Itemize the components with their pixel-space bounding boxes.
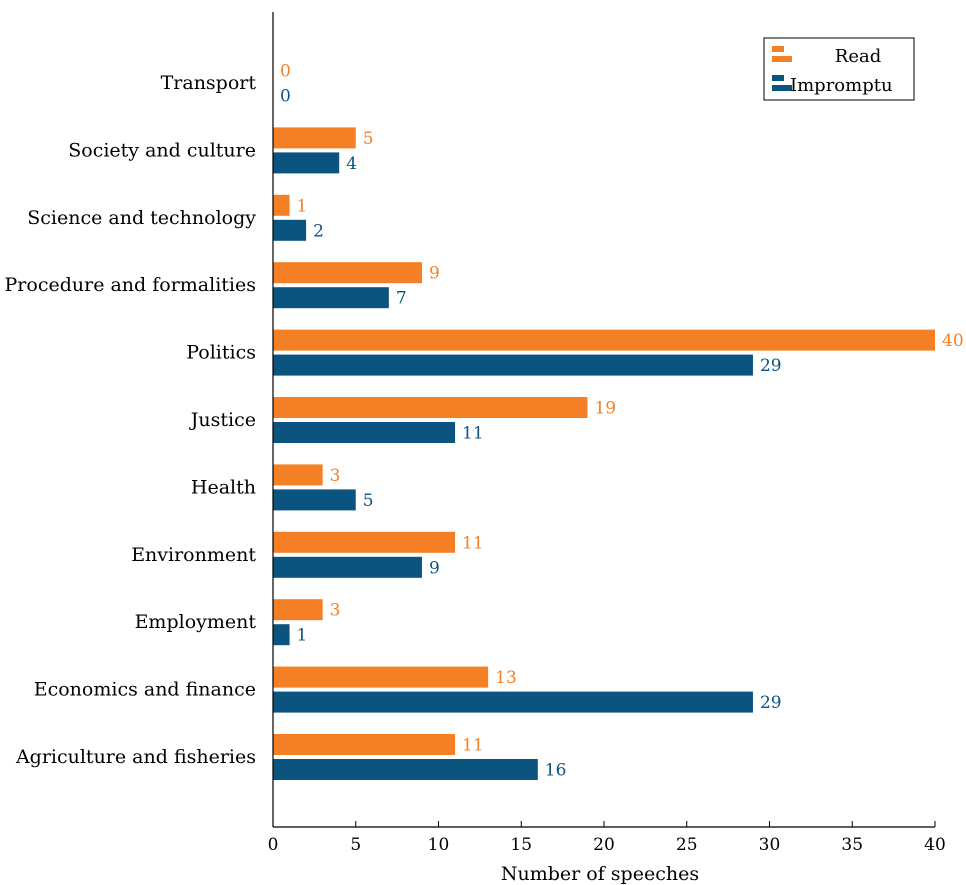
x-tick-label-35: 35: [841, 835, 863, 855]
x-tick-label-5: 5: [350, 835, 361, 855]
x-axis-title: Number of speeches: [501, 863, 699, 885]
data-label-impromptu-politics: 29: [760, 356, 782, 376]
data-label-impromptu-transport: 0: [280, 87, 291, 107]
category-label-economics-and-finance: Economics and finance: [34, 679, 256, 701]
data-label-impromptu-society-and-culture: 4: [346, 154, 357, 174]
data-label-impromptu-economics-and-finance: 29: [760, 693, 782, 713]
x-tick-label-20: 20: [593, 835, 615, 855]
category-label-health: Health: [191, 476, 256, 498]
data-label-read-transport: 0: [280, 62, 291, 82]
bar-read-science-and-technology: [273, 194, 290, 216]
bar-read-politics: [273, 329, 935, 351]
legend: Read Impromptu: [763, 37, 915, 101]
data-label-impromptu-environment: 9: [429, 558, 440, 578]
bar-impromptu-society-and-culture: [273, 152, 340, 174]
legend-swatch-impromptu-bottom: [772, 85, 792, 91]
data-label-read-justice: 19: [594, 399, 616, 419]
bar-read-environment: [273, 531, 456, 553]
category-label-politics: Politics: [186, 342, 256, 364]
bar-impromptu-economics-and-finance: [273, 691, 753, 713]
bar-impromptu-agriculture-and-fisheries: [273, 759, 538, 780]
category-label-society-and-culture: Society and culture: [68, 139, 256, 161]
data-label-read-procedure-and-formalities: 9: [429, 264, 440, 284]
bars-layer: [273, 127, 935, 780]
category-label-transport: Transport: [161, 72, 257, 94]
bar-impromptu-justice: [273, 422, 456, 443]
category-label-agriculture-and-fisheries: Agriculture and fisheries: [15, 746, 256, 768]
data-label-impromptu-procedure-and-formalities: 7: [396, 289, 407, 309]
x-tick-label-15: 15: [510, 835, 532, 855]
legend-swatch-read-bottom: [772, 56, 792, 62]
data-label-read-science-and-technology: 1: [297, 196, 308, 216]
data-label-impromptu-health: 5: [363, 491, 374, 511]
bar-read-employment: [273, 599, 323, 621]
data-label-read-society-and-culture: 5: [363, 129, 374, 149]
category-label-justice: Justice: [189, 409, 256, 431]
category-label-procedure-and-formalities: Procedure and formalities: [5, 274, 256, 296]
data-label-read-economics-and-finance: 13: [495, 668, 517, 688]
legend-label-read: Read: [835, 46, 881, 67]
x-tick-label-10: 10: [428, 835, 450, 855]
data-label-read-health: 3: [330, 466, 341, 486]
x-tick-label-30: 30: [759, 835, 781, 855]
bar-read-health: [273, 464, 323, 486]
bar-impromptu-politics: [273, 354, 753, 376]
data-label-impromptu-justice: 11: [462, 424, 484, 444]
bar-read-procedure-and-formalities: [273, 262, 422, 284]
category-label-employment: Employment: [135, 611, 257, 633]
data-label-read-environment: 11: [462, 533, 484, 553]
category-label-environment: Environment: [131, 544, 256, 566]
bar-read-justice: [273, 397, 588, 418]
data-label-read-employment: 3: [330, 601, 341, 621]
bar-read-society-and-culture: [273, 127, 356, 149]
data-label-impromptu-employment: 1: [297, 626, 308, 646]
data-label-read-agriculture-and-fisheries: 11: [462, 736, 484, 756]
bar-impromptu-science-and-technology: [273, 219, 307, 241]
x-tick-label-0: 0: [268, 835, 279, 855]
data-label-impromptu-science-and-technology: 2: [313, 221, 324, 241]
legend-swatch-read-top: [772, 46, 784, 52]
legend-label-impromptu: Impromptu: [790, 75, 893, 96]
axes: 0 5 10 15 20 25 30 35 40: [268, 12, 946, 855]
category-label-science-and-technology: Science and technology: [27, 207, 256, 229]
data-label-impromptu-agriculture-and-fisheries: 16: [545, 761, 567, 781]
legend-swatch-impromptu-top: [772, 75, 784, 81]
x-tick-label-25: 25: [676, 835, 698, 855]
x-tick-label-40: 40: [924, 835, 946, 855]
bar-read-agriculture-and-fisheries: [273, 734, 456, 755]
bar-impromptu-environment: [273, 556, 422, 578]
bar-impromptu-employment: [273, 624, 290, 646]
bar-read-economics-and-finance: [273, 666, 489, 688]
data-label-read-politics: 40: [942, 331, 964, 351]
bar-impromptu-health: [273, 489, 356, 511]
bar-impromptu-procedure-and-formalities: [273, 287, 389, 309]
category-labels: Transport Society and culture Science and …: [5, 72, 257, 768]
